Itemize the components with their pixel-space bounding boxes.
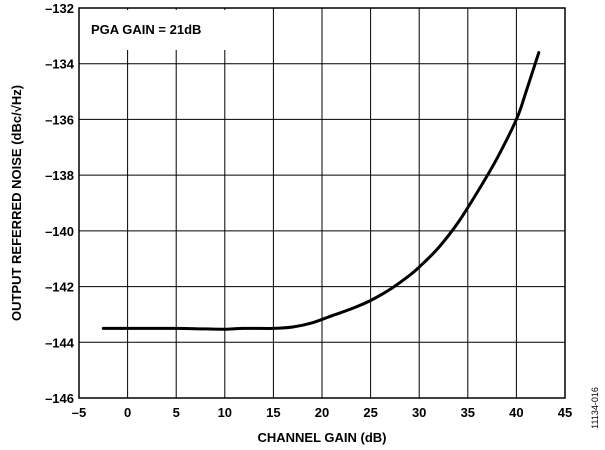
y-tick-label: –136 <box>45 112 74 127</box>
plot-border <box>78 7 566 399</box>
pga-gain-annotation: PGA GAIN = 21dB <box>91 22 201 37</box>
y-tick-label: –146 <box>45 391 74 406</box>
x-tick-label: 0 <box>124 405 131 420</box>
x-tick-label: 45 <box>558 405 572 420</box>
x-tick-label: 35 <box>461 405 475 420</box>
x-tick-label: 40 <box>509 405 523 420</box>
x-tick-label: 25 <box>363 405 377 420</box>
y-tick-labels: –146 –144 –142 –140 –138 –136 –134 –132 <box>45 1 75 406</box>
y-axis-title: OUTPUT REFERRED NOISE (dBc/√Hz) <box>9 85 24 321</box>
x-tick-label: –5 <box>72 405 86 420</box>
plot-frame <box>78 7 566 399</box>
x-tick-labels: –5 0 5 10 15 20 25 30 35 40 45 <box>72 405 572 420</box>
x-tick-label: 20 <box>315 405 329 420</box>
grid <box>78 7 566 399</box>
x-tick-label: 15 <box>266 405 280 420</box>
y-tick-label: –142 <box>45 280 74 295</box>
x-tick-label: 10 <box>218 405 232 420</box>
x-axis-title: CHANNEL GAIN (dB) <box>257 430 386 445</box>
y-tick-label: –138 <box>45 168 74 183</box>
annotation-background <box>81 10 231 50</box>
y-tick-label: –134 <box>45 57 75 72</box>
series-group <box>101 51 541 331</box>
noise-curve <box>101 51 541 331</box>
y-tick-label: –140 <box>45 224 74 239</box>
y-tick-label: –132 <box>45 1 74 16</box>
figure-id: 11134-016 <box>590 387 600 429</box>
x-tick-label: 30 <box>412 405 426 420</box>
x-tick-label: 5 <box>173 405 180 420</box>
y-tick-label: –144 <box>45 335 75 350</box>
